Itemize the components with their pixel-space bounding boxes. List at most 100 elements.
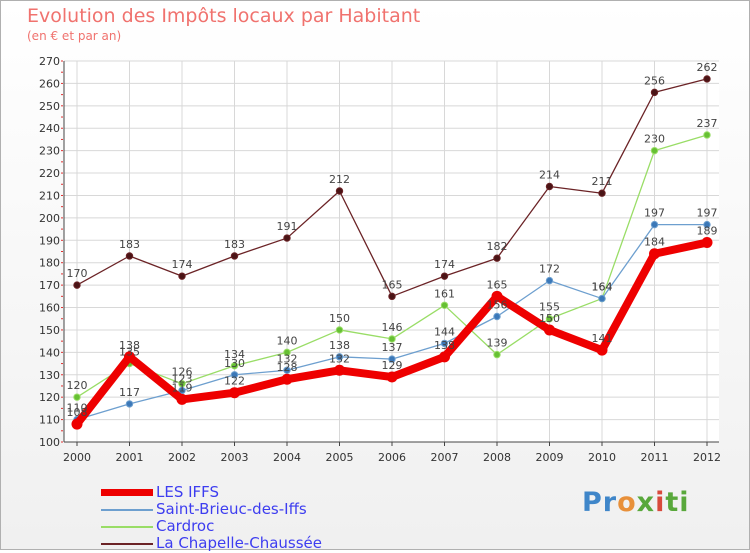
data-label: 128	[277, 361, 298, 374]
logo-part: Pr	[582, 487, 618, 518]
x-tick-label: 2008	[483, 451, 511, 464]
data-point	[650, 88, 659, 97]
data-label: 117	[119, 386, 140, 399]
data-label: 119	[172, 381, 193, 394]
data-point	[73, 393, 81, 401]
data-label: 122	[224, 375, 245, 388]
x-tick-label: 2012	[693, 451, 721, 464]
legend-swatch-saint-brieuc-des-iffs	[101, 509, 153, 511]
data-point	[598, 189, 606, 197]
y-tick-label: 150	[39, 324, 60, 337]
y-tick-label: 130	[39, 369, 60, 382]
data-point	[386, 371, 398, 383]
data-label: 189	[697, 225, 718, 238]
data-point	[493, 312, 501, 321]
data-label: 141	[592, 332, 613, 345]
data-point	[545, 182, 554, 191]
data-point	[545, 276, 554, 285]
data-label: 138	[329, 339, 350, 352]
data-label: 129	[382, 359, 403, 372]
data-label: 150	[539, 312, 560, 325]
data-point	[598, 294, 606, 303]
data-label: 170	[67, 267, 88, 280]
data-point	[703, 220, 711, 229]
data-point	[335, 326, 344, 334]
data-point	[283, 366, 291, 374]
data-point	[544, 324, 555, 336]
legend-swatch-les-iffs	[101, 489, 153, 496]
logo-part: i	[655, 487, 666, 518]
data-label: 262	[697, 61, 718, 74]
data-point	[650, 220, 659, 229]
data-point	[125, 252, 134, 260]
data-label: 130	[224, 357, 245, 370]
data-label: 138	[119, 339, 140, 352]
data-point	[440, 272, 449, 280]
chart-subtitle: (en € et par an)	[27, 29, 122, 43]
data-point	[73, 281, 81, 289]
data-label: 108	[67, 406, 88, 419]
data-point	[388, 355, 396, 363]
data-label: 150	[329, 312, 350, 325]
data-point	[388, 292, 396, 301]
data-label: 211	[592, 175, 613, 188]
y-tick-label: 120	[39, 391, 60, 404]
x-tick-label: 2001	[116, 451, 144, 464]
y-tick-label: 210	[39, 189, 60, 202]
data-point	[124, 351, 135, 363]
x-tick-label: 2003	[221, 451, 249, 464]
data-label: 165	[487, 278, 508, 291]
data-label: 197	[697, 207, 718, 220]
data-point	[440, 339, 449, 348]
data-label: 237	[697, 117, 718, 130]
logo-part: x	[636, 487, 656, 518]
y-tick-label: 140	[39, 346, 60, 359]
data-point	[281, 373, 293, 385]
legend-label-cardroc: Cardroc	[156, 517, 215, 535]
x-tick-label: 2011	[641, 451, 669, 464]
data-label: 144	[434, 325, 455, 338]
data-label: 135	[119, 346, 140, 359]
x-tick-label: 2010	[588, 451, 616, 464]
data-point	[439, 351, 450, 363]
data-point	[283, 348, 291, 357]
data-label: 230	[644, 133, 665, 146]
x-tick-label: 2005	[326, 451, 354, 464]
data-point	[703, 75, 711, 83]
data-label: 174	[172, 258, 193, 271]
data-label: 184	[644, 236, 665, 249]
data-label: 155	[539, 301, 560, 314]
data-point	[334, 364, 345, 376]
data-label: 174	[434, 258, 455, 271]
data-point	[388, 335, 396, 343]
x-tick-label: 2000	[63, 451, 91, 464]
data-label: 139	[487, 337, 508, 350]
y-tick-label: 100	[39, 436, 60, 449]
data-point	[493, 254, 501, 262]
y-tick-label: 250	[39, 100, 60, 113]
y-tick-label: 270	[39, 55, 60, 68]
x-tick-label: 2007	[431, 451, 459, 464]
y-tick-label: 180	[39, 257, 60, 270]
data-label: 132	[277, 352, 298, 365]
data-label: 161	[434, 287, 455, 300]
legend-swatch-la-chapelle-chaussee	[101, 543, 153, 545]
data-point	[178, 272, 186, 280]
y-tick-label: 200	[39, 212, 60, 225]
data-point	[335, 353, 344, 361]
data-label: 123	[172, 372, 193, 385]
data-point	[493, 350, 501, 359]
data-point	[703, 131, 711, 139]
y-tick-label: 230	[39, 145, 60, 158]
legend-label-la-chapelle-chaussee: La Chapelle-Chaussée	[156, 534, 322, 552]
data-label: 156	[487, 298, 508, 311]
data-point	[230, 252, 239, 260]
data-point	[649, 248, 660, 260]
chart-title: Evolution des Impôts locaux par Habitant	[27, 5, 421, 27]
data-label: 132	[329, 352, 350, 365]
data-label: 120	[67, 379, 88, 392]
data-label: 256	[644, 74, 665, 87]
data-label: 138	[434, 339, 455, 352]
data-point	[650, 146, 659, 155]
